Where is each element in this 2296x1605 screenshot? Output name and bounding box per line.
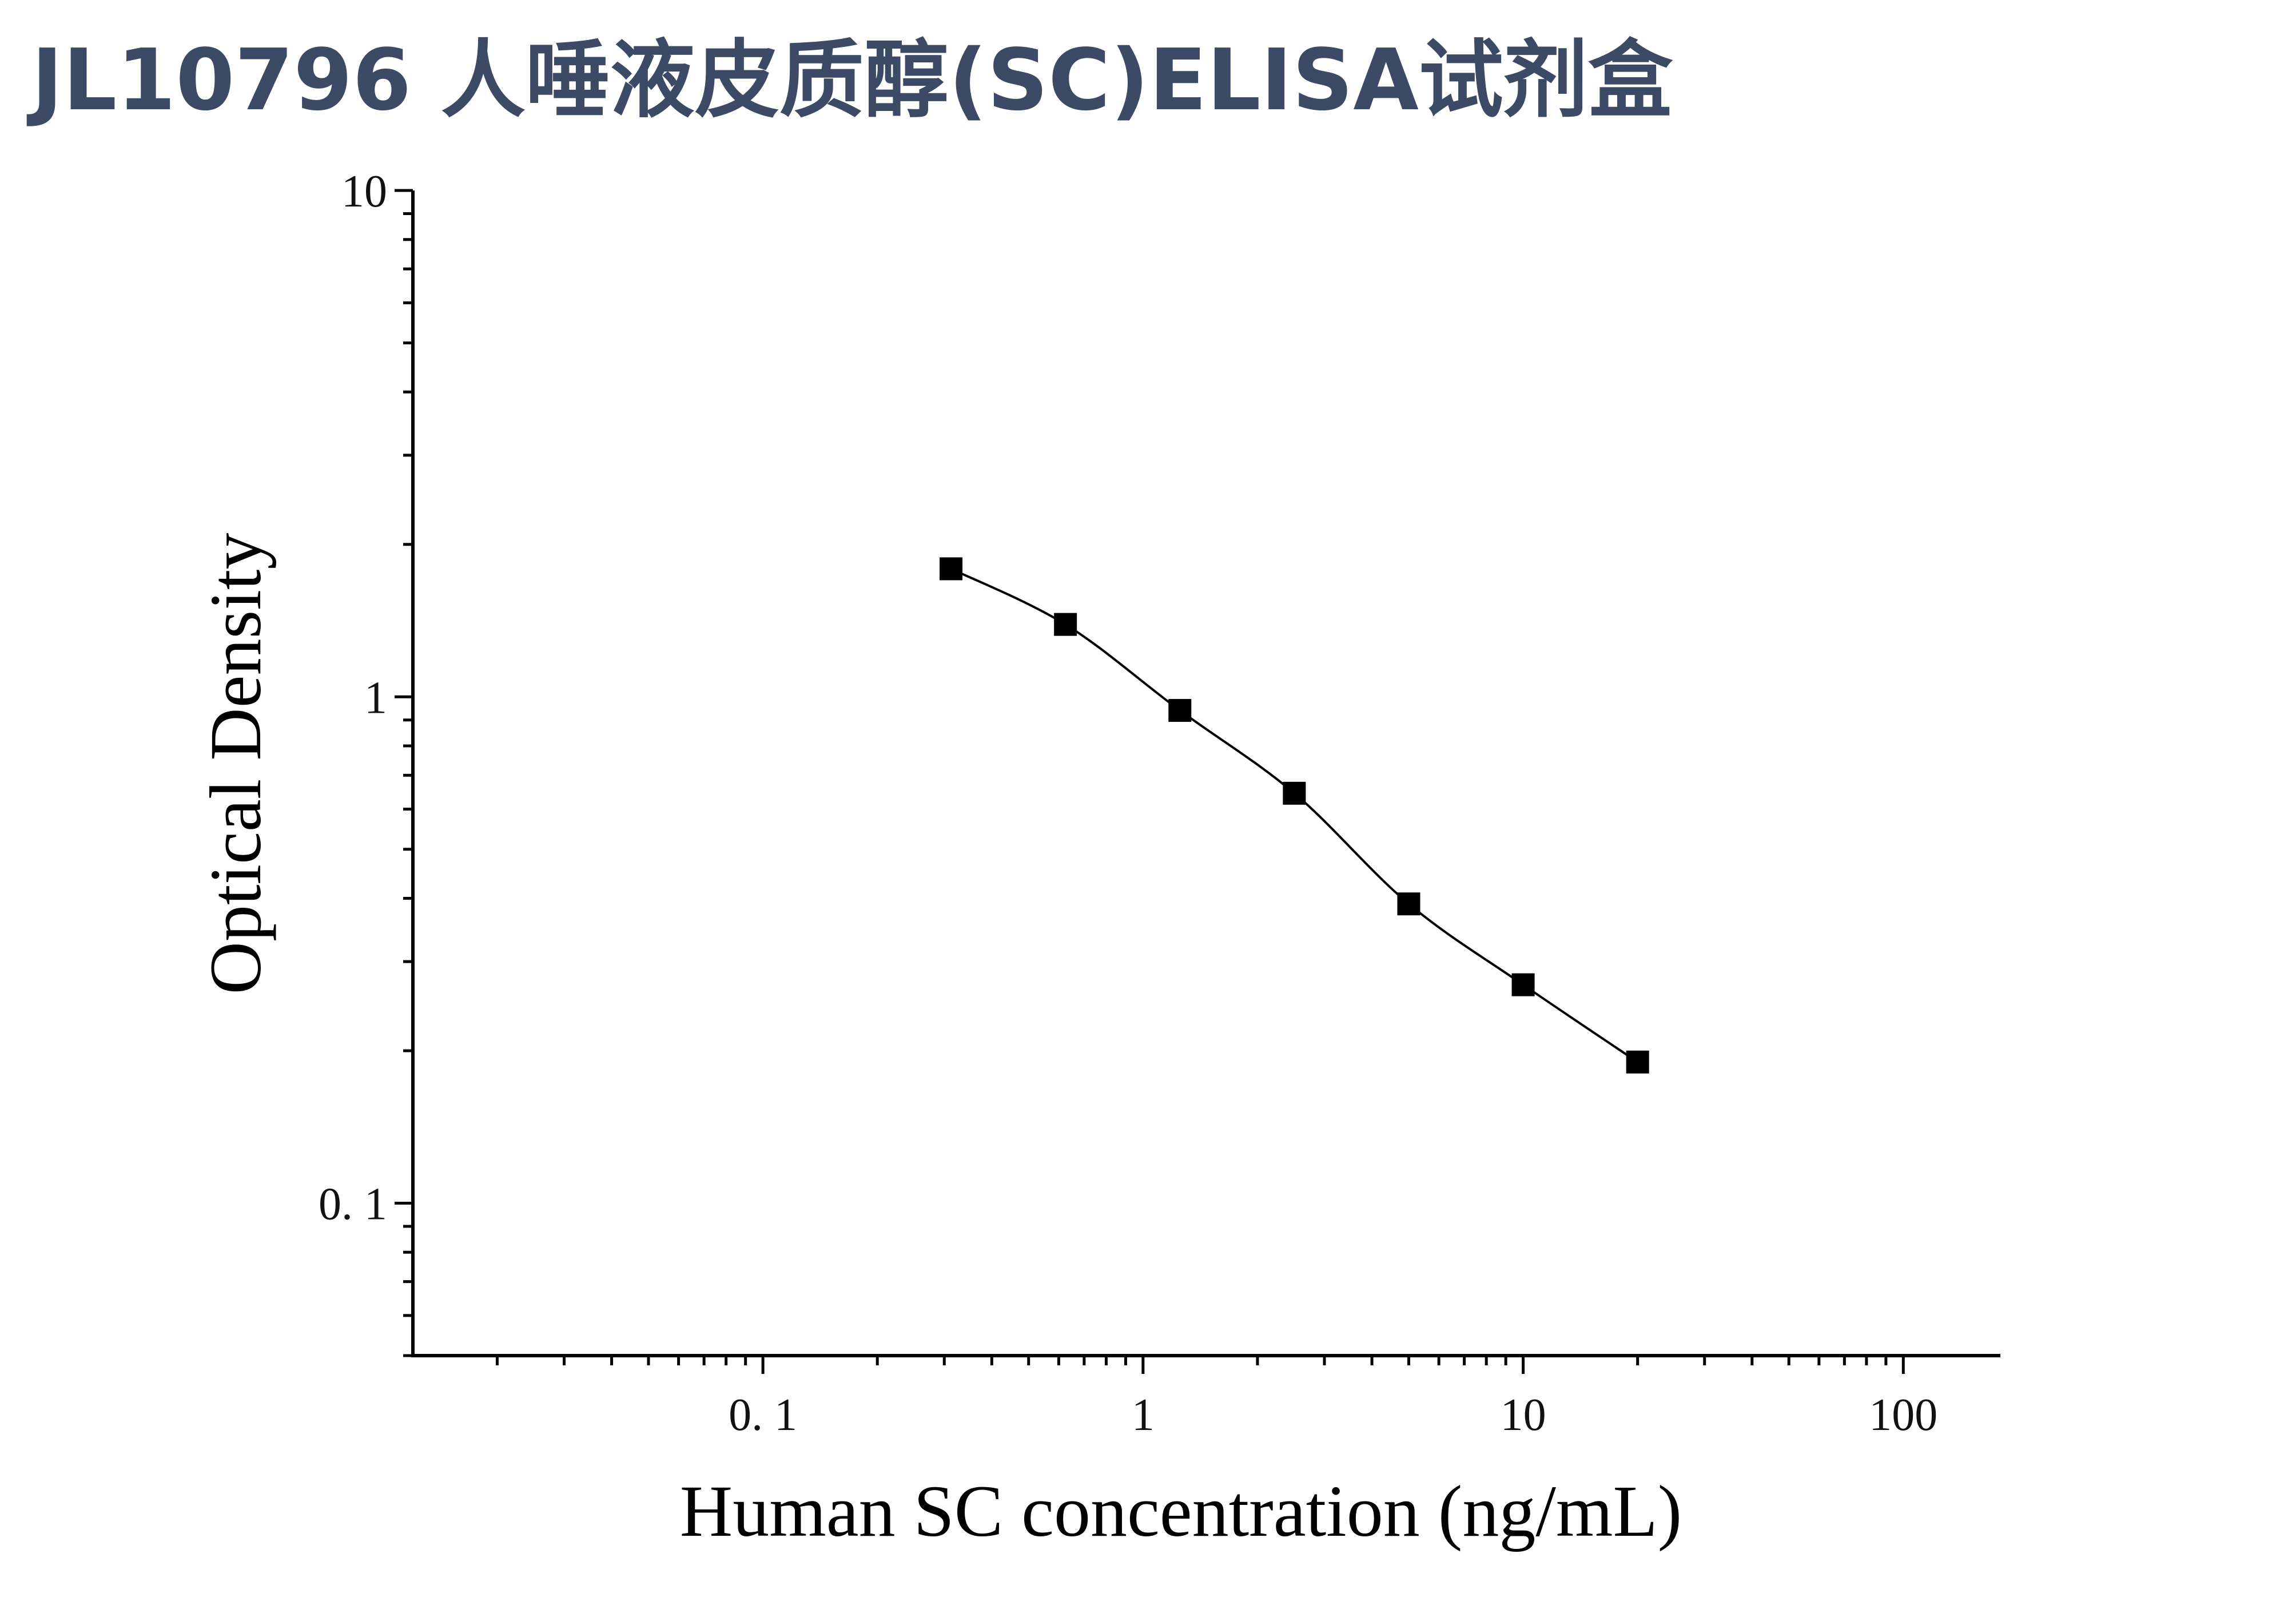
minor-ticks	[403, 212, 1888, 1365]
x-tick-label: 1	[1132, 1390, 1155, 1440]
y-axis-title: Optical Density	[195, 533, 276, 995]
data-point	[1626, 1050, 1649, 1074]
tick-labels: 0. 1 1 10 100 0. 1 1 10	[319, 166, 1937, 1440]
data-points	[940, 557, 1649, 1074]
data-point	[1511, 973, 1535, 996]
chart-title: JL10796 人唾液皮质醇(SC)ELISA试剂盒	[31, 31, 1673, 129]
data-point	[940, 557, 963, 581]
x-tick-label: 0. 1	[729, 1390, 797, 1440]
fit-curve	[950, 567, 1638, 1063]
data-point	[1397, 892, 1420, 916]
data-point	[1054, 613, 1077, 636]
y-tick-label: 1	[364, 673, 387, 723]
axes	[411, 190, 2000, 1357]
y-tick-label: 0. 1	[319, 1179, 387, 1230]
x-tick-label: 10	[1501, 1390, 1546, 1440]
major-ticks	[395, 189, 1905, 1374]
data-point	[1283, 781, 1306, 805]
y-tick-label: 10	[341, 166, 387, 217]
data-point	[1168, 699, 1192, 722]
x-axis-title: Human SC concentration (ng/mL)	[680, 1471, 1682, 1552]
x-tick-label: 100	[1869, 1390, 1937, 1440]
